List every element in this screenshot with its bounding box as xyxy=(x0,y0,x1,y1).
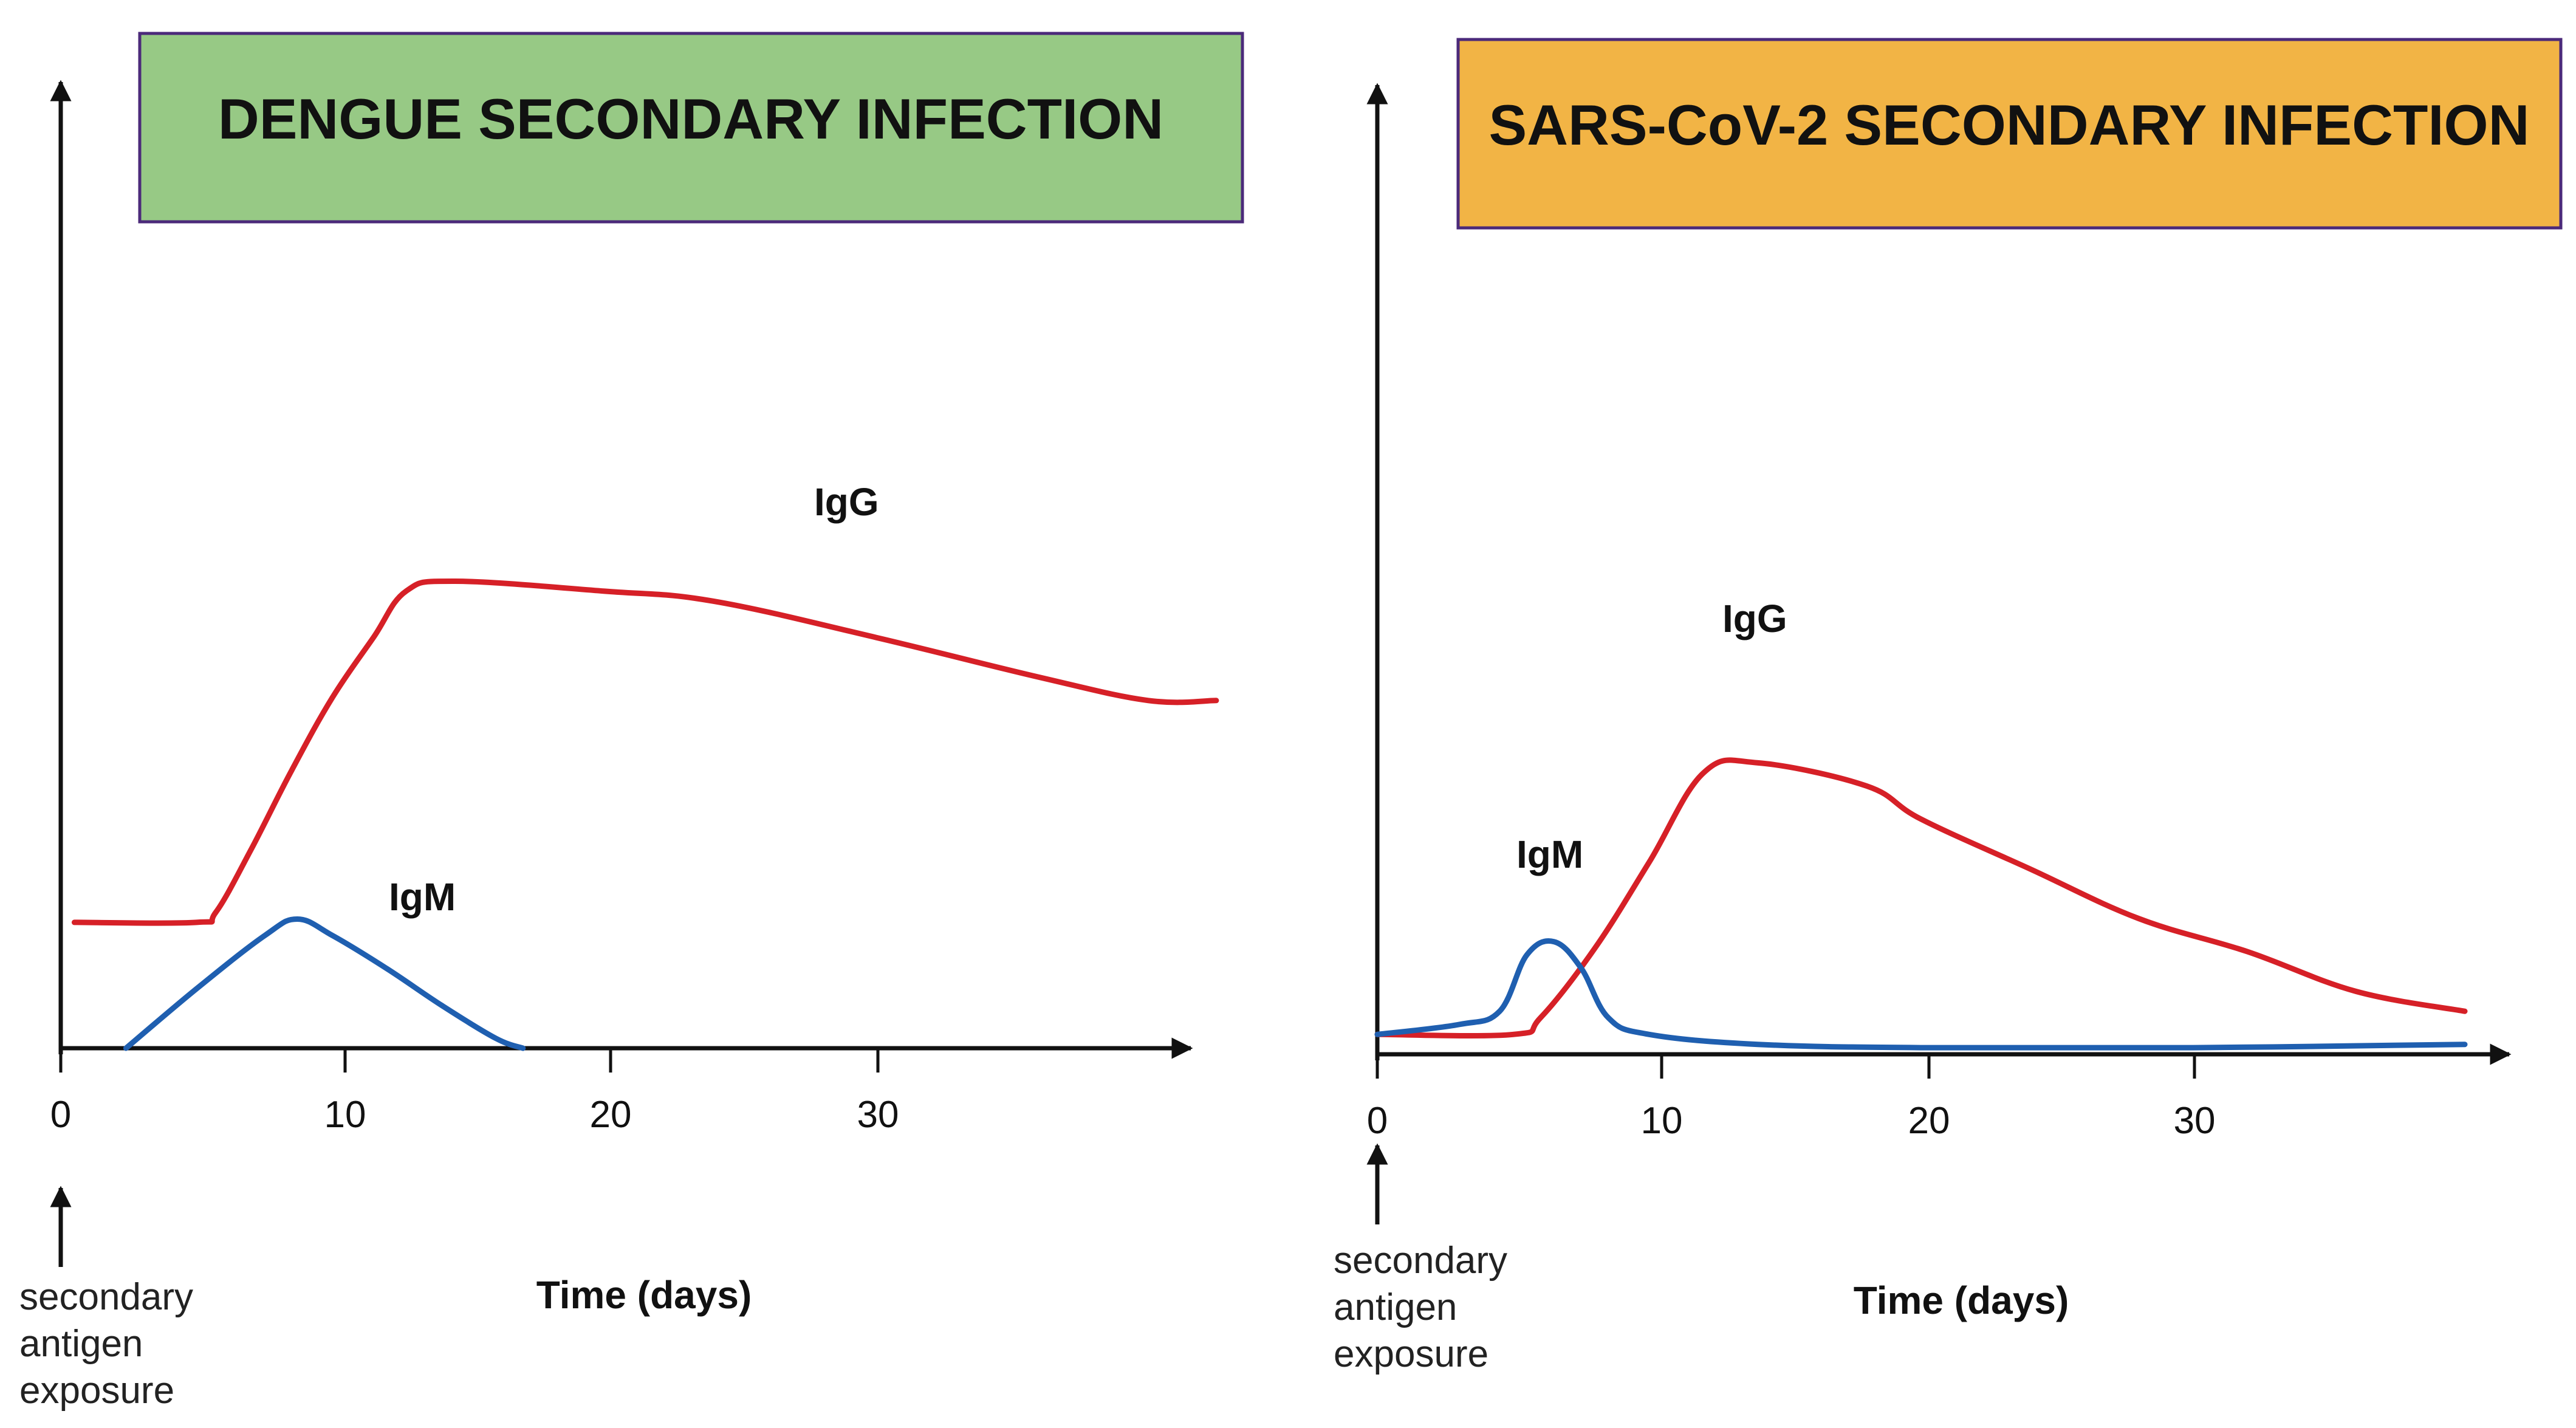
sars-tick-label-20: 20 xyxy=(1908,1100,1950,1142)
sars-tick-label-30: 30 xyxy=(2174,1100,2216,1142)
dengue-title-box xyxy=(138,32,1244,224)
dengue-panel: DENGUE SECONDARY INFECTION 0 10 20 30 Ig… xyxy=(19,32,1244,1412)
sars-igm-label: IgM xyxy=(1516,832,1583,876)
dengue-tick-label-30: 30 xyxy=(857,1094,899,1136)
dengue-igm-label: IgM xyxy=(389,875,456,919)
dengue-exposure-line-1: secondary xyxy=(19,1276,193,1318)
sars-igg-line xyxy=(1374,757,2468,1038)
dengue-exposure-line-3: exposure xyxy=(19,1370,174,1412)
dengue-tick-label-10: 10 xyxy=(324,1094,366,1136)
dengue-igm-line xyxy=(123,916,526,1051)
dengue-igg-label: IgG xyxy=(814,480,879,524)
sars-x-ticks: 0 10 20 30 xyxy=(1367,1054,2216,1142)
dengue-x-axis-label: Time (days) xyxy=(536,1273,752,1317)
dengue-igg-line xyxy=(71,578,1219,926)
sars-title: SARS-CoV-2 SECONDARY INFECTION xyxy=(1488,93,2529,157)
sars-panel: SARS-CoV-2 SECONDARY INFECTION 0 10 20 3… xyxy=(1334,38,2563,1375)
sars-exposure-line-1: secondary xyxy=(1334,1240,1507,1282)
sars-x-axis-label: Time (days) xyxy=(1854,1279,2069,1322)
sars-tick-label-10: 10 xyxy=(1641,1100,1683,1142)
dengue-tick-label-0: 0 xyxy=(50,1094,71,1136)
sars-title-box xyxy=(1456,38,2563,230)
sars-exposure-line-3: exposure xyxy=(1334,1333,1488,1375)
sars-tick-label-0: 0 xyxy=(1367,1100,1388,1142)
sars-igm-line xyxy=(1374,938,2468,1051)
dengue-tick-label-20: 20 xyxy=(590,1094,632,1136)
sars-exposure-line-2: antigen xyxy=(1334,1286,1457,1328)
dengue-x-ticks: 0 10 20 30 xyxy=(50,1048,899,1136)
dengue-title: DENGUE SECONDARY INFECTION xyxy=(218,87,1163,151)
dengue-exposure-line-2: antigen xyxy=(19,1323,143,1365)
sars-igg-label: IgG xyxy=(1722,597,1787,640)
